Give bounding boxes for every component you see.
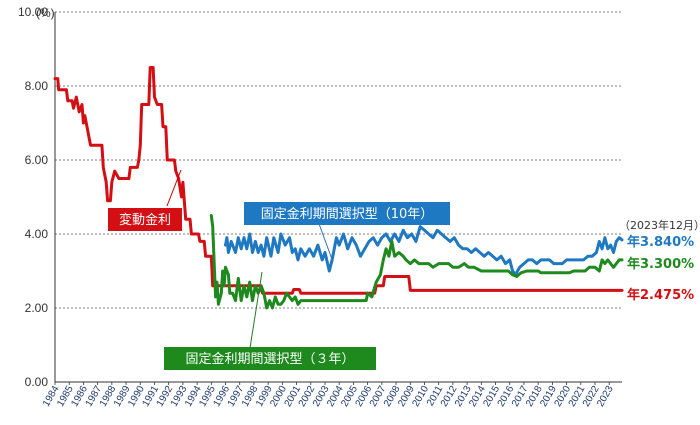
floating-rate-label: 変動金利 bbox=[119, 212, 171, 228]
fixed-10y-label-box bbox=[244, 202, 450, 225]
fixed-10y-end-value: 年3.840% bbox=[627, 234, 694, 250]
fixed-3y-end-value: 年3.300% bbox=[627, 256, 694, 272]
fixed-10y-leader bbox=[317, 220, 334, 263]
y-tick-label: 6.00 bbox=[25, 153, 49, 167]
series-layer bbox=[53, 66, 624, 310]
fixed-10y-label: 固定金利期間選択型（10年） bbox=[261, 206, 434, 222]
floating-rate-line bbox=[53, 66, 624, 295]
fixed-3y-label-box bbox=[164, 347, 376, 370]
date-note: （2023年12月） bbox=[619, 218, 700, 232]
x-tick-label: 2023 bbox=[595, 384, 616, 409]
grid-lines bbox=[54, 11, 622, 383]
y-tick-label: 4.00 bbox=[25, 227, 49, 241]
y-tick-label: 2.00 bbox=[25, 301, 49, 315]
y-tick-label: 8.00 bbox=[25, 79, 49, 93]
fixed-3y-label: 固定金利期間選択型（３年） bbox=[185, 351, 354, 367]
fixed-10y-line bbox=[224, 225, 624, 277]
floating-rate-label-box bbox=[108, 208, 182, 231]
floating-leader bbox=[166, 169, 182, 207]
fixed-3y-leader bbox=[249, 271, 263, 349]
floating-end-value: 年2.475% bbox=[627, 287, 694, 303]
y-axis: 0.00 2.00 4.00 6.00 8.00 10.00 bbox=[18, 5, 48, 389]
fixed-3y-line bbox=[209, 214, 624, 310]
y-tick-label: 10.00 bbox=[18, 5, 48, 19]
y-axis-unit-label: (%) bbox=[36, 6, 55, 20]
annotation-layer: 変動金利 固定金利期間選択型（10年） 固定金利期間選択型（３年） 年3.840% 年3… bbox=[108, 169, 694, 370]
x-axis: 1984198519861987198819891990199119921993… bbox=[41, 382, 616, 409]
y-tick-label: 0.00 bbox=[25, 375, 49, 389]
